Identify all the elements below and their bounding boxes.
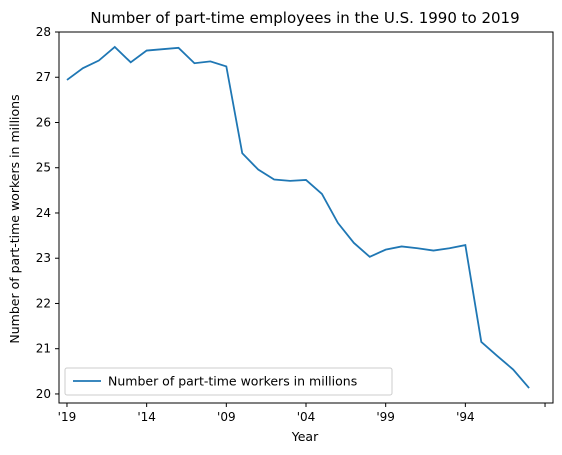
y-tick-label: 24 — [36, 206, 51, 220]
x-axis-ticks: '19 '14 '09 '04 '99 '94 — [58, 403, 546, 424]
legend-label: Number of part-time workers in millions — [108, 374, 357, 389]
y-tick-label: 20 — [36, 387, 51, 401]
y-axis-ticks: 20 21 22 23 24 25 26 27 28 — [36, 25, 59, 401]
plot-frame — [58, 31, 554, 404]
x-tick-label: '14 — [137, 410, 156, 424]
legend-box — [64, 367, 393, 396]
y-tick-label: 25 — [36, 161, 51, 175]
series-line — [66, 45, 530, 389]
chart-title: Number of part-time employees in the U.S… — [90, 9, 519, 27]
x-tick-label: '94 — [456, 410, 475, 424]
y-tick-label: 27 — [36, 70, 51, 84]
x-axis-label: Year — [291, 429, 319, 444]
legend: Number of part-time workers in millions — [64, 367, 393, 396]
x-tick-label: '99 — [376, 410, 395, 424]
x-tick-label: '04 — [297, 410, 316, 424]
y-tick-label: 23 — [36, 251, 51, 265]
x-tick-label: '09 — [217, 410, 236, 424]
y-tick-label: 26 — [36, 115, 51, 129]
x-tick-label: '19 — [58, 410, 77, 424]
y-tick-label: 28 — [36, 25, 51, 39]
y-tick-label: 22 — [36, 296, 51, 310]
y-axis-label: Number of part-time workers in millions — [7, 94, 22, 343]
y-tick-label: 21 — [36, 342, 51, 356]
